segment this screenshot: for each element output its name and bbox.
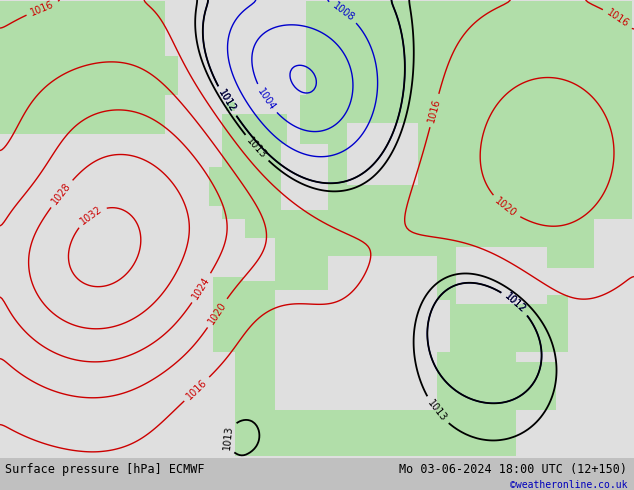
Text: 1008: 1008 xyxy=(330,0,356,23)
Text: 1016: 1016 xyxy=(184,377,209,401)
Text: 1012: 1012 xyxy=(503,291,527,315)
Text: 1013: 1013 xyxy=(245,136,268,161)
Text: 1013: 1013 xyxy=(425,398,448,423)
Text: 1012: 1012 xyxy=(216,88,238,114)
Text: ©weatheronline.co.uk: ©weatheronline.co.uk xyxy=(510,480,628,490)
Text: Surface pressure [hPa] ECMWF: Surface pressure [hPa] ECMWF xyxy=(5,463,205,476)
Text: 1016: 1016 xyxy=(427,98,443,123)
Text: 1012: 1012 xyxy=(503,291,527,315)
Text: 1012: 1012 xyxy=(216,88,238,114)
Text: 1028: 1028 xyxy=(50,181,73,206)
Text: 1024: 1024 xyxy=(191,275,212,301)
Text: 1016: 1016 xyxy=(29,0,56,18)
Text: 1020: 1020 xyxy=(206,300,228,326)
Text: Mo 03-06-2024 18:00 UTC (12+150): Mo 03-06-2024 18:00 UTC (12+150) xyxy=(399,463,628,476)
Text: 1020: 1020 xyxy=(493,196,519,219)
Text: 1032: 1032 xyxy=(78,204,104,227)
Text: 1004: 1004 xyxy=(255,86,277,112)
Text: 1016: 1016 xyxy=(605,7,631,29)
Text: 1013: 1013 xyxy=(221,425,234,450)
